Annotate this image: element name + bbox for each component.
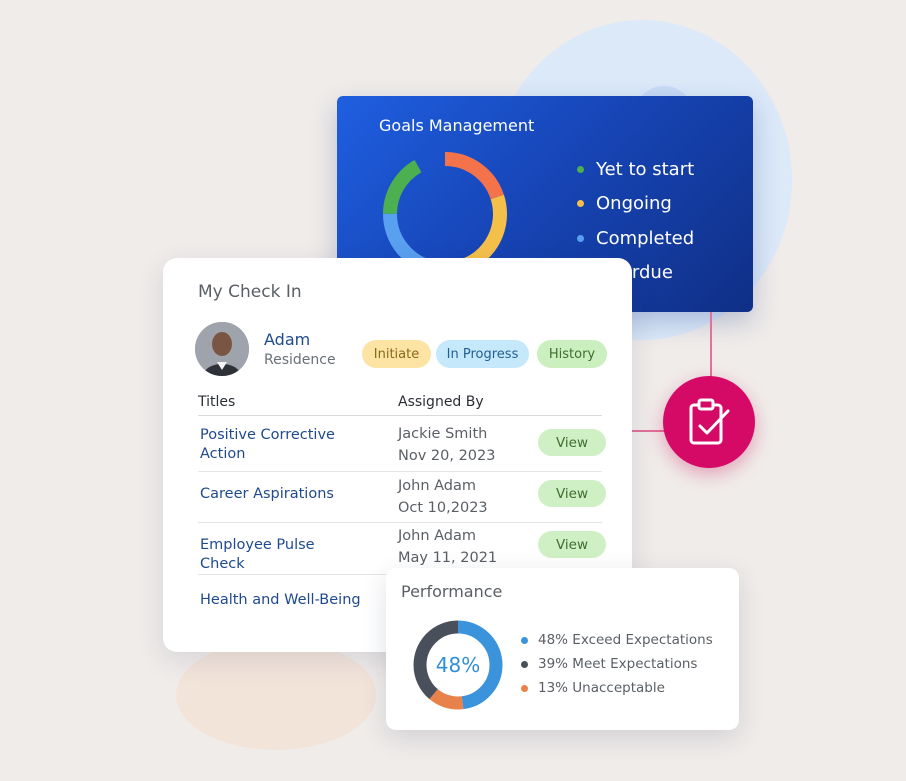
goals-legend-label: Yet to start bbox=[596, 158, 695, 180]
connector-line bbox=[710, 312, 712, 380]
row-title-link[interactable]: Employee Pulse Check bbox=[200, 537, 315, 572]
column-header-titles: Titles bbox=[198, 394, 236, 410]
row-date: Nov 20, 2023 bbox=[398, 448, 496, 464]
goals-arc-overdue bbox=[383, 152, 507, 276]
row-title-link[interactable]: Positive Corrective Action bbox=[200, 427, 335, 462]
goals-legend-item: Ongoing bbox=[577, 187, 694, 222]
connector-line bbox=[630, 430, 664, 432]
row-divider bbox=[198, 522, 602, 523]
performance-card: Performance 48% 48% Exceed Expectations … bbox=[386, 568, 739, 730]
row-assigned-name: Jackie Smith bbox=[398, 426, 488, 442]
perf-arc-unacceptable bbox=[413, 620, 503, 710]
goals-arc-completed bbox=[383, 152, 507, 276]
performance-center-label: 48% bbox=[435, 653, 481, 677]
user-role: Residence bbox=[264, 352, 336, 368]
performance-legend-item: 48% Exceed Expectations bbox=[521, 628, 713, 652]
view-button[interactable]: View bbox=[538, 429, 606, 456]
column-header-assigned-by: Assigned By bbox=[398, 394, 484, 410]
performance-legend-item: 39% Meet Expectations bbox=[521, 652, 713, 676]
goals-legend: Yet to start Ongoing Completed Overdue bbox=[577, 152, 694, 290]
row-assigned-name: John Adam bbox=[398, 528, 477, 544]
row-divider bbox=[198, 471, 602, 472]
legend-dot-icon bbox=[577, 165, 584, 173]
legend-dot-icon bbox=[577, 234, 584, 242]
performance-legend-label: 48% Exceed Expectations bbox=[538, 632, 713, 648]
card-title: Performance bbox=[401, 582, 503, 601]
performance-donut-chart bbox=[413, 620, 503, 710]
in-progress-button[interactable]: In Progress bbox=[436, 340, 529, 368]
history-button[interactable]: History bbox=[537, 340, 607, 368]
legend-dot-icon bbox=[521, 660, 528, 668]
legend-dot-icon bbox=[521, 684, 528, 692]
goals-legend-label: Completed bbox=[596, 227, 695, 249]
user-name: Adam bbox=[264, 330, 311, 349]
performance-legend: 48% Exceed Expectations 39% Meet Expecta… bbox=[521, 628, 713, 700]
row-date: Oct 10,2023 bbox=[398, 500, 488, 516]
background-blob-peach bbox=[176, 640, 376, 750]
performance-legend-label: 13% Unacceptable bbox=[538, 680, 665, 696]
clipboard-check-icon[interactable] bbox=[663, 376, 755, 468]
row-date: May 11, 2021 bbox=[398, 550, 498, 566]
header-divider bbox=[198, 415, 602, 416]
performance-legend-item: 13% Unacceptable bbox=[521, 676, 713, 700]
goals-title: Goals Management bbox=[379, 116, 535, 135]
card-title: My Check In bbox=[198, 282, 302, 302]
goals-legend-item: Completed bbox=[577, 221, 694, 256]
goals-legend-item: Yet to start bbox=[577, 152, 694, 187]
legend-dot-icon bbox=[521, 636, 528, 644]
initiate-button[interactable]: Initiate bbox=[362, 340, 431, 368]
row-title-link[interactable]: Health and Well-Being bbox=[200, 592, 361, 608]
avatar bbox=[195, 322, 249, 376]
row-assigned-name: John Adam bbox=[398, 478, 477, 494]
performance-legend-label: 39% Meet Expectations bbox=[538, 656, 698, 672]
view-button[interactable]: View bbox=[538, 531, 606, 558]
view-button[interactable]: View bbox=[538, 480, 606, 507]
row-title-link[interactable]: Career Aspirations bbox=[200, 486, 334, 502]
perf-arc-meet bbox=[413, 620, 503, 710]
legend-dot-icon bbox=[577, 200, 584, 208]
goals-legend-label: Ongoing bbox=[596, 193, 672, 215]
